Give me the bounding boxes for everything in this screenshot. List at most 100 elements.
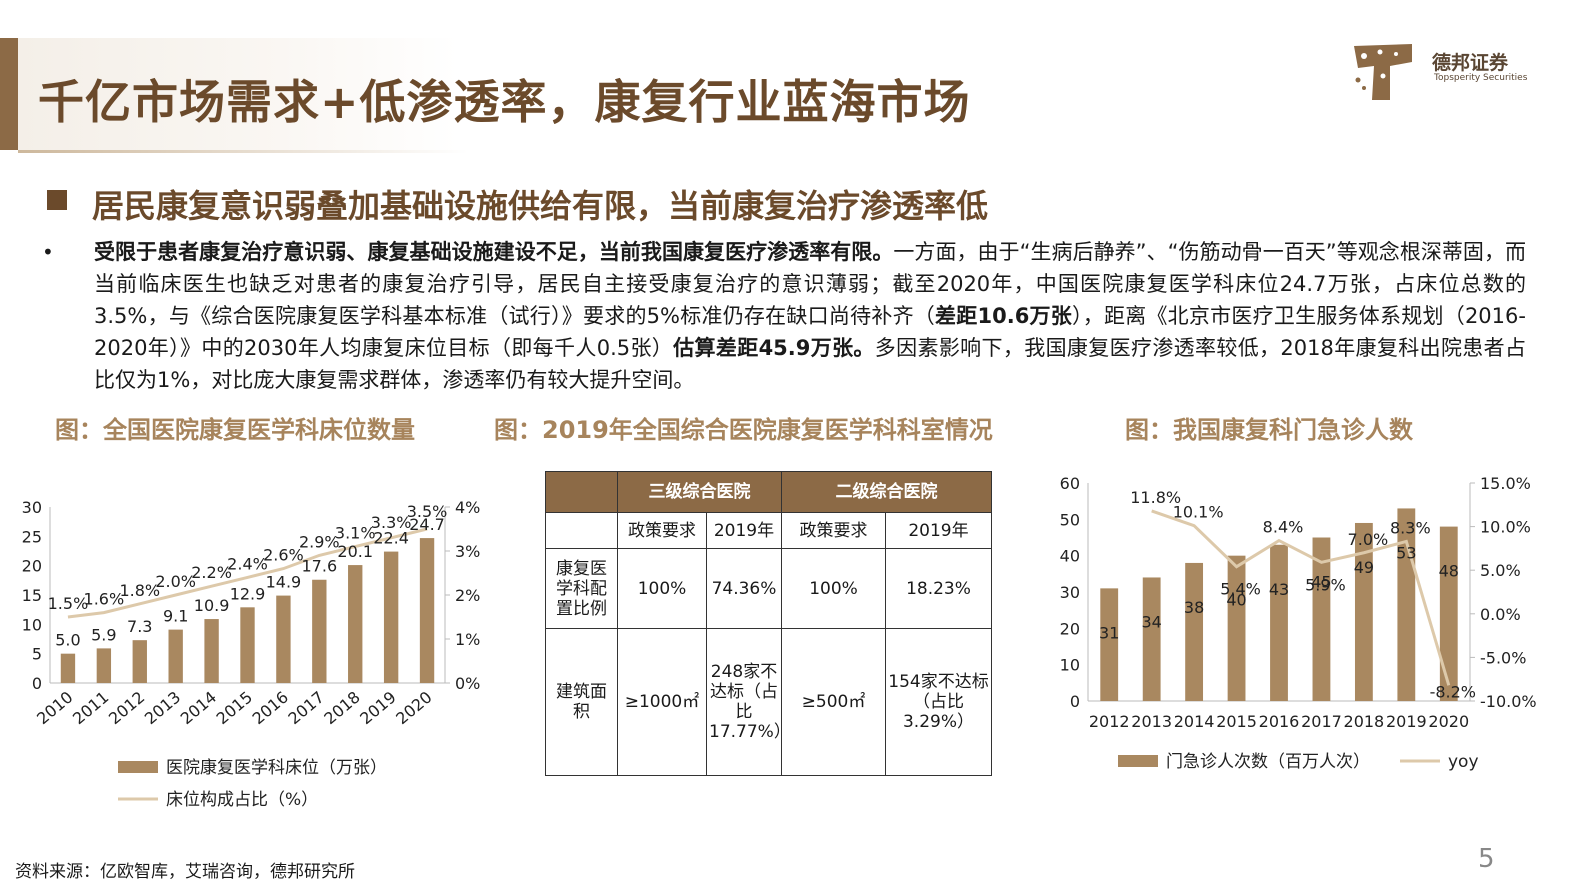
bar	[383, 551, 399, 683]
table-cell: 154家不达标（占比3.29%）	[885, 628, 992, 776]
y-tick-label: 20	[1060, 619, 1080, 638]
bar-value-label: 24.7	[409, 515, 445, 534]
table-sub-header: 政策要求	[617, 512, 707, 549]
bar	[1100, 588, 1119, 701]
x-tick-label: 2013	[141, 688, 184, 729]
x-tick-label: 2020	[392, 688, 435, 729]
x-tick-label: 2019	[356, 688, 399, 729]
x-tick-label: 2020	[1428, 712, 1469, 731]
bar-value-label: 31	[1099, 623, 1119, 642]
bar-value-label: 5.9	[91, 625, 116, 644]
table-sub-header: 2019年	[885, 512, 992, 549]
bar-value-label: 20.1	[337, 542, 373, 561]
y-tick-label: 10	[22, 615, 42, 634]
paragraph-bold-2: 差距10.6万张	[935, 304, 1073, 328]
line-value-label: 3.1%	[335, 524, 376, 543]
line-value-label: 1.6%	[84, 590, 125, 609]
y2-tick-label: 0.0%	[1480, 605, 1521, 624]
bar-value-label: 38	[1184, 598, 1204, 617]
outpatient-visits-chart: 0 10 20 30 40 50 60 -10.0% -5.0% 0.0% 5.0% 10.0% 15.…	[1060, 474, 1537, 772]
bar	[240, 607, 255, 683]
y2-tick-label: 0%	[455, 674, 480, 693]
line-value-label: 5.4%	[1220, 580, 1261, 599]
figure-3-title: 图：我国康复科门急诊人数	[1125, 416, 1413, 444]
bar-value-label: 40	[1226, 591, 1246, 610]
y-tick-label: 50	[1060, 510, 1080, 529]
x-tick-label: 2017	[1301, 712, 1342, 731]
table-cell	[545, 512, 618, 549]
bar-value-label: 48	[1439, 562, 1459, 581]
table-cell: ≥500㎡	[781, 628, 886, 776]
bar	[1439, 526, 1458, 701]
page-number: 5	[1478, 844, 1495, 874]
subheading-marker	[47, 190, 67, 210]
x-tick-label: 2016	[1259, 712, 1300, 731]
bar	[1354, 522, 1373, 701]
figure-1-title: 图：全国医院康复医学科床位数量	[55, 416, 415, 444]
line-value-label: 2.4%	[227, 554, 268, 573]
line-value-label: 7.0%	[1348, 530, 1389, 549]
y2-tick-label: 5.0%	[1480, 561, 1521, 580]
legend-bar-swatch	[118, 761, 158, 773]
bar	[276, 595, 291, 683]
y-tick-label: 20	[22, 557, 42, 576]
line-value-label: 2.6%	[263, 546, 304, 565]
table-row: 康复医学科配置比例 100% 74.36% 100% 18.23%	[545, 548, 992, 629]
line-value-label: 8.4%	[1263, 518, 1304, 537]
y2-tick-label: 1%	[455, 630, 480, 649]
y-tick-label: 5	[32, 645, 42, 664]
series-line	[1151, 509, 1451, 686]
y-tick-label: 0	[32, 674, 42, 693]
x-tick-label: 2019	[1386, 712, 1427, 731]
bar	[168, 629, 183, 683]
x-tick-label: 2015	[1216, 712, 1257, 731]
bar-value-label: 12.9	[230, 584, 266, 603]
bar	[60, 653, 76, 683]
line-value-label: 2.0%	[155, 572, 196, 591]
line-value-label: 3.5%	[407, 502, 448, 521]
table-group-header: 二级综合医院	[781, 471, 992, 513]
x-tick-label: 2018	[1344, 712, 1385, 731]
bar	[1270, 544, 1288, 701]
legend-line-label: yoy	[1448, 752, 1479, 772]
bar-value-label: 53	[1396, 543, 1416, 562]
y-tick-label: 60	[1060, 474, 1080, 493]
bar-value-label: 17.6	[302, 557, 338, 576]
table-cell: 248家不达标（占比17.77%）	[706, 628, 791, 776]
figure-2-title: 图：2019年全国综合医院康复医学科科室情况	[494, 416, 993, 444]
bar	[348, 565, 363, 683]
x-tick-label: 2013	[1131, 712, 1172, 731]
company-logo-icon	[1354, 44, 1412, 100]
y2-tick-label: 15.0%	[1480, 474, 1531, 493]
bed-count-chart: 0 5 10 15 20 25 30 0% 1% 2% 3% 4% 5.0 5.9 7.3 9.1 10.912…	[22, 498, 481, 810]
x-tick-label: 2010	[33, 688, 76, 729]
title-accent-bar	[0, 38, 18, 150]
y2-tick-label: 10.0%	[1480, 518, 1531, 537]
title-underline	[18, 150, 468, 153]
table-cell: 100%	[617, 548, 707, 629]
y2-tick-label: -10.0%	[1480, 692, 1537, 711]
bar	[204, 619, 219, 683]
bar-value-label: 49	[1354, 558, 1374, 577]
bar-value-label: 7.3	[127, 617, 152, 636]
paragraph-bold-1: 受限于患者康复治疗意识弱、康复基础设施建设不足，当前我国康复医疗渗透率有限。	[94, 240, 894, 264]
paragraph-text-2: ），距离《北京市医疗卫生服务体系规划（2016-2020年）》中的2030年人均…	[94, 304, 1526, 360]
logo-name: 德邦证券	[1432, 52, 1509, 74]
table-corner	[545, 471, 618, 513]
x-tick-label: 2014	[177, 688, 220, 729]
y2-tick-label: -5.0%	[1480, 648, 1526, 667]
title-background	[18, 38, 458, 150]
line-value-label: 5.9%	[1305, 575, 1346, 594]
legend-bar-label: 医院康复医学科床位（万张）	[166, 758, 387, 778]
y-tick-label: 25	[22, 527, 42, 546]
logo-tagline: Topsperity Securities	[1434, 73, 1528, 83]
bar-value-label: 34	[1141, 612, 1161, 631]
subheading: 居民康复意识弱叠加基础设施供给有限，当前康复治疗渗透率低	[92, 187, 989, 225]
line-value-label: 3.3%	[371, 513, 412, 532]
table-cell: ≥1000㎡	[617, 628, 707, 776]
line-value-label: 2.2%	[191, 563, 232, 582]
bar	[1312, 537, 1331, 701]
y2-tick-label: 3%	[455, 542, 480, 561]
x-tick-label: 2012	[1089, 712, 1130, 731]
series-line	[67, 527, 428, 619]
